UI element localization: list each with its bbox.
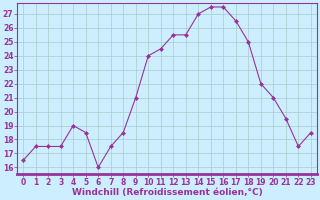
X-axis label: Windchill (Refroidissement éolien,°C): Windchill (Refroidissement éolien,°C) xyxy=(72,188,262,197)
